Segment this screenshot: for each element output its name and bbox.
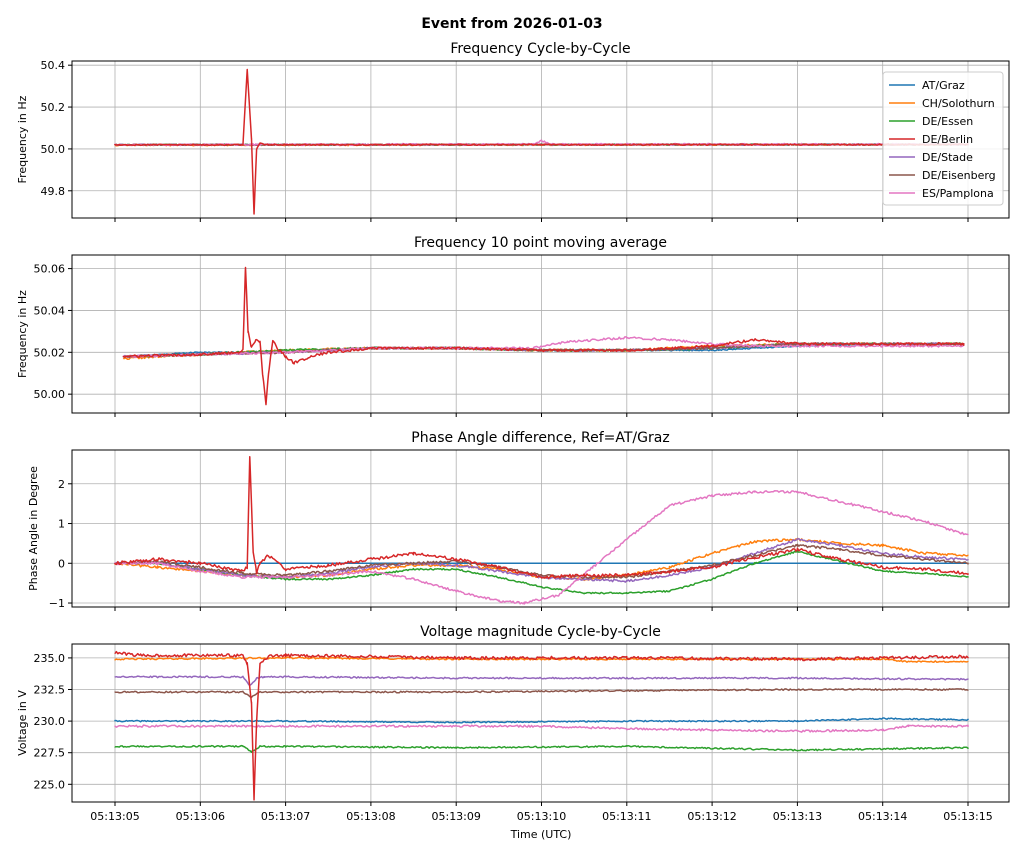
panel-title: Frequency 10 point moving average bbox=[414, 235, 667, 251]
legend-label: DE/Eisenberg bbox=[922, 169, 996, 182]
legend-item-de-berlin: DE/Berlin bbox=[889, 133, 973, 146]
legend: AT/Graz CH/Solothurn DE/Essen DE/Berlin DE/S… bbox=[882, 71, 1004, 206]
legend-item-de-eisenberg: DE/Eisenberg bbox=[889, 169, 996, 182]
y-tick-label: 2 bbox=[58, 478, 65, 491]
series-line-de-berlin bbox=[114, 650, 969, 801]
panels: 49.8 50.0 50.2 50.4 Frequency Cycle-by-Cycle… bbox=[16, 41, 1010, 823]
y-tick-label: 0 bbox=[58, 557, 65, 570]
series-line-es-pamplona bbox=[122, 336, 965, 358]
chart-panel-3: −1 0 1 2 Phase Angle difference, Ref=AT/Graz… bbox=[27, 430, 1010, 611]
legend-label: ES/Pamplona bbox=[922, 187, 994, 200]
x-tick-label: 05:13:08 bbox=[346, 810, 395, 823]
y-tick-label: 50.02 bbox=[34, 346, 66, 359]
series-line-de-berlin bbox=[122, 266, 965, 406]
y-tick-label: 50.4 bbox=[41, 59, 66, 72]
y-tick-label: 50.2 bbox=[41, 101, 66, 114]
y-tick-label: −1 bbox=[49, 597, 65, 610]
legend-label: AT/Graz bbox=[922, 79, 965, 92]
series-line-es-pamplona bbox=[114, 724, 969, 733]
legend-label: DE/Berlin bbox=[922, 133, 973, 146]
panel-title: Phase Angle difference, Ref=AT/Graz bbox=[411, 430, 669, 446]
legend-item-at-graz: AT/Graz bbox=[889, 79, 965, 92]
y-tick-label: 235.0 bbox=[34, 652, 66, 665]
x-tick-label: 05:13:05 bbox=[90, 810, 139, 823]
panel-title: Voltage magnitude Cycle-by-Cycle bbox=[420, 624, 661, 640]
y-tick-label: 50.0 bbox=[41, 143, 66, 156]
y-tick-label: 50.04 bbox=[34, 304, 66, 317]
x-tick-label: 05:13:15 bbox=[943, 810, 992, 823]
legend-item-ch-solothurn: CH/Solothurn bbox=[889, 97, 995, 110]
legend-item-es-pamplona: ES/Pamplona bbox=[889, 187, 994, 200]
x-tick-label: 05:13:06 bbox=[176, 810, 225, 823]
legend-label: CH/Solothurn bbox=[922, 97, 995, 110]
y-tick-label: 50.00 bbox=[34, 388, 66, 401]
legend-label: DE/Essen bbox=[922, 115, 973, 128]
chart-panel-2: 50.00 50.02 50.04 50.06 Frequency 10 point m… bbox=[16, 235, 1010, 417]
x-tick-label: 05:13:12 bbox=[687, 810, 736, 823]
plot-frame bbox=[71, 60, 1010, 219]
legend-item-de-essen: DE/Essen bbox=[889, 115, 973, 128]
y-tick-label: 227.5 bbox=[34, 747, 66, 760]
series-group bbox=[114, 650, 969, 801]
x-axis-label: Time (UTC) bbox=[510, 828, 572, 841]
x-tick-label: 05:13:13 bbox=[773, 810, 822, 823]
chart-panel-4: 225.0 227.5 230.0 232.5 235.0 Voltage magnitu… bbox=[16, 624, 1010, 823]
x-tick-label: 05:13:11 bbox=[602, 810, 651, 823]
y-tick-label: 1 bbox=[58, 518, 65, 531]
series-group bbox=[114, 68, 969, 215]
legend-item-de-stade: DE/Stade bbox=[889, 151, 973, 164]
series-group bbox=[114, 455, 969, 605]
series-line-de-eisenberg bbox=[114, 688, 969, 699]
y-axis-label: Voltage in V bbox=[16, 690, 29, 756]
y-tick-label: 225.0 bbox=[34, 778, 66, 791]
series-line-es-pamplona bbox=[114, 489, 969, 605]
y-tick-label: 232.5 bbox=[34, 684, 66, 697]
series-line-de-berlin bbox=[114, 68, 969, 215]
x-tick-label: 05:13:09 bbox=[431, 810, 480, 823]
y-tick-label: 50.06 bbox=[34, 263, 66, 276]
plot-frame bbox=[71, 254, 1010, 414]
series-line-de-stade bbox=[114, 675, 969, 687]
figure-title: Event from 2026-01-03 bbox=[421, 16, 602, 32]
y-axis-label: Phase Angle in Degree bbox=[27, 466, 40, 591]
y-axis-label: Frequency in Hz bbox=[16, 290, 29, 378]
y-tick-label: 49.8 bbox=[41, 185, 66, 198]
x-tick-label: 05:13:10 bbox=[517, 810, 566, 823]
panel-title: Frequency Cycle-by-Cycle bbox=[450, 41, 630, 57]
y-axis-label: Frequency in Hz bbox=[16, 95, 29, 183]
y-tick-label: 230.0 bbox=[34, 715, 66, 728]
legend-box bbox=[882, 71, 1004, 206]
x-tick-label: 05:13:14 bbox=[858, 810, 907, 823]
plot-frame bbox=[71, 449, 1010, 608]
x-tick-label: 05:13:07 bbox=[261, 810, 310, 823]
series-group bbox=[122, 266, 965, 406]
legend-label: DE/Stade bbox=[922, 151, 973, 164]
series-line-de-berlin bbox=[114, 455, 969, 580]
plot-frame bbox=[71, 643, 1010, 803]
series-line-ch-solothurn bbox=[114, 656, 969, 664]
chart-panel-1: 49.8 50.0 50.2 50.4 Frequency Cycle-by-Cycle… bbox=[16, 41, 1010, 222]
